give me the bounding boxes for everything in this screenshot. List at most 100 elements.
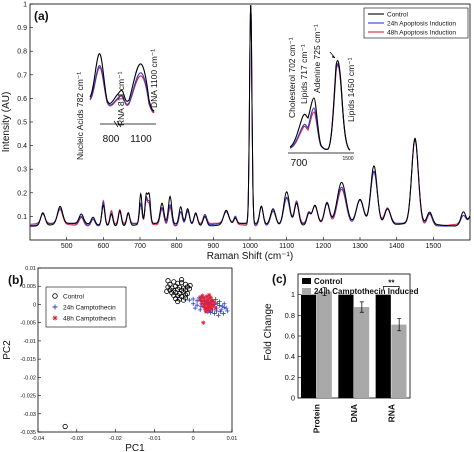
scatter-point-48h: [201, 320, 206, 325]
inset1-tick-800: 800: [103, 134, 120, 145]
panel-b-y-tick-label: -0.03: [23, 412, 36, 418]
inset1-axis-break-2: [116, 120, 122, 128]
inset1-axis-break: [113, 120, 119, 128]
scatter-point-24h: [194, 302, 200, 308]
panel-a-x-ticks: 500 600 700 800 900 1000 1100 1200 1300 1400 1500: [61, 237, 441, 250]
panel-b-y-tick-label: -0.025: [20, 394, 36, 400]
scatter-point-48h: [210, 298, 215, 303]
panel-c-y-tick-label: 0: [291, 394, 295, 403]
panel-a-x-tick-label: 700: [134, 243, 146, 250]
scatter-point-24h: [212, 311, 217, 316]
panel-b-x-axis-label: PC1: [125, 443, 145, 452]
panel-b-x-tick-label: -0.03: [71, 436, 84, 442]
panel-b-y-tick-label: -0.035: [20, 430, 36, 436]
legend-label-c-24h: 24 h Camptothecin Induced: [314, 287, 419, 296]
panel-c-y-axis-label: Fold Change: [263, 303, 274, 361]
scatter-point-48h: [205, 298, 211, 303]
legend-label-b-48h: 48h Camptothecin: [63, 316, 116, 323]
panel-b-y-tick-label: -0.005: [20, 321, 36, 327]
error-bar-dna: [359, 301, 364, 313]
panel-b-x-tick-label: -0.02: [109, 436, 122, 442]
panel-b-y-tick-label: -0.015: [20, 357, 36, 363]
annotation-lipids-1450: Lipids 1450 cm⁻¹: [346, 57, 356, 122]
panel-b-y-tick-label: -0.01: [23, 339, 36, 345]
scatter-point-48h: [201, 304, 206, 309]
scatter-point-48h: [201, 295, 207, 301]
error-bar-protein: [322, 287, 327, 297]
panel-b-frame: [37, 267, 233, 433]
scatter-point-control: [164, 288, 170, 294]
panel-c: 0 0.2 0.4 0.6 0.8 1 Protein DNA RNA ** (c) Fold …: [263, 272, 419, 433]
panel-a-x-tick-label: 1500: [426, 243, 442, 250]
panel-a-x-tick-label: 600: [97, 243, 109, 250]
scatter-point-24h: [221, 311, 226, 316]
panel-a-y-tick-label: 0.6: [17, 96, 27, 103]
scatter-point-48h: [204, 305, 209, 310]
legend-swatch-c-24h: [302, 288, 311, 294]
legend-marker-24h: [52, 304, 58, 310]
legend-label-b-24h: 24h Camptothecin: [63, 305, 116, 312]
significance-label: **: [388, 278, 395, 287]
panel-a-x-tick-label: 1300: [352, 243, 368, 250]
panel-a-y-tick-label: 1: [23, 2, 27, 9]
panel-b-points: [62, 277, 230, 430]
panel-b-x-tick-label: 0.01: [227, 436, 238, 442]
panel-a-y-tick-label: 0.1: [17, 214, 27, 221]
panel-a-y-tick-label: 0.4: [17, 143, 27, 150]
inset1-tick-1100: 1100: [130, 134, 152, 145]
panel-a-x-tick-label: 800: [171, 243, 183, 250]
scatter-point-24h: [198, 304, 204, 309]
legend-marker-48h: [52, 315, 58, 321]
bar-dna-control: [338, 294, 354, 398]
panel-a-label: (a): [34, 9, 49, 23]
panel-b-legend: Control 24h Camptothecin 48h Camptotheci…: [45, 286, 127, 328]
panel-a-y-tick-label: 0.8: [17, 49, 27, 56]
category-label-dna: DNA: [349, 404, 359, 422]
scatter-point-48h: [203, 299, 208, 304]
category-label-protein: Protein: [312, 404, 322, 433]
panel-c-y-ticks: 0 0.2 0.4 0.6 0.8 1: [285, 290, 301, 403]
panel-b: -0.035 -0.03 -0.025 -0.02 -0.015 -0.01 -0.005 0…: [2, 266, 237, 452]
legend-marker-control: [52, 293, 58, 299]
panel-b-x-tick-label: -0.01: [148, 436, 161, 442]
panel-a-y-tick-label: 0.2: [17, 190, 27, 197]
scatter-point-control: [186, 286, 192, 292]
legend-label-48h: 48h Apoptosis Induction: [387, 30, 456, 37]
panel-b-y-ticks: -0.035 -0.03 -0.025 -0.02 -0.015 -0.01 -0.005 0…: [20, 266, 41, 436]
inset2-tick-700: 700: [291, 158, 308, 169]
panel-a-y-ticks: 0.1 0.2 0.3 0.4 0.5 0.6 0.7 0.8 0.9 1: [17, 2, 33, 221]
scatter-point-control: [62, 423, 68, 430]
significance-bracket: [383, 286, 400, 290]
panel-a-y-tick-label: 0.5: [17, 120, 27, 127]
panel-a-y-axis-label: Intensity (AU): [1, 92, 12, 153]
scatter-point-24h: [218, 307, 224, 313]
panel-a-x-tick-label: 500: [61, 243, 73, 250]
scatter-point-24h: [191, 296, 196, 302]
inset2-arrow-head: [331, 55, 335, 58]
inset1-trace-control: [89, 53, 155, 112]
panel-a-x-tick-label: 900: [207, 243, 219, 250]
scatter-point-48h: [209, 301, 215, 307]
inset2-tick-1500: 1500: [342, 156, 353, 162]
scatter-point-48h: [200, 298, 206, 303]
panel-c-label: (c): [272, 272, 287, 286]
panel-a-x-axis-label: Raman Shift (cm⁻¹): [207, 251, 293, 262]
panel-b-legend-box: [45, 286, 127, 328]
panel-b-y-axis-label: PC2: [2, 340, 13, 360]
scatter-point-48h: [213, 305, 218, 311]
panel-b-x-tick-label: -0.04: [32, 436, 45, 442]
legend-label-24h: 24h Apoptosis Induction: [387, 21, 456, 28]
legend-label-control: Control: [387, 12, 409, 19]
scatter-point-24h: [187, 297, 192, 303]
legend-label-b-control: Control: [63, 294, 85, 301]
scatter-point-48h: [203, 309, 209, 314]
inset-lipids: 700 1500 Cholesterol 702 cm⁻¹ Lipids 717…: [287, 24, 356, 169]
bar-rna-24h: [391, 324, 407, 398]
scatter-point-24h: [223, 305, 229, 311]
bar-rna-control: [375, 294, 391, 398]
scatter-point-48h: [208, 295, 213, 300]
scatter-point-48h: [206, 304, 211, 309]
scatter-point-48h: [197, 297, 203, 303]
panel-b-y-tick-label: 0.005: [22, 284, 36, 290]
scatter-point-48h: [202, 302, 208, 307]
